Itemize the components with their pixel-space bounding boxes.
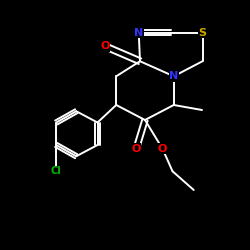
Text: O: O: [100, 41, 110, 51]
Text: S: S: [198, 28, 206, 38]
Text: O: O: [158, 144, 167, 154]
Text: N: N: [134, 28, 143, 38]
Text: O: O: [132, 144, 141, 154]
Text: Cl: Cl: [51, 166, 62, 176]
Text: N: N: [169, 71, 178, 81]
